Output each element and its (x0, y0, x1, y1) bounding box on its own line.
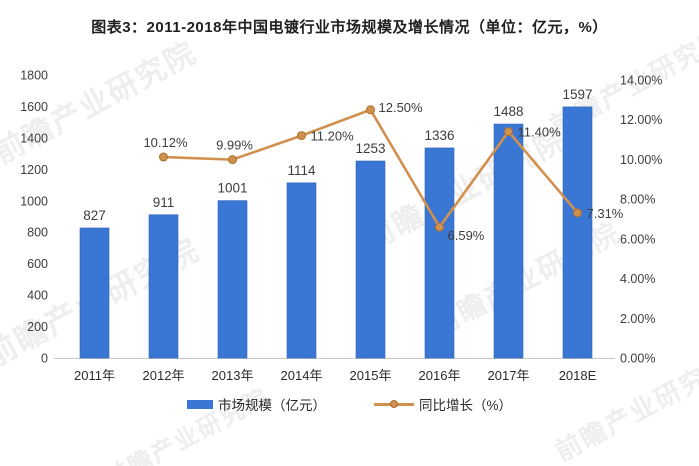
line-marker-2013年 (228, 155, 237, 165)
right-axis-tick-14: 14.00% (620, 74, 662, 88)
left-axis-tick-1000: 1000 (20, 194, 48, 208)
line-marker-icon (389, 400, 398, 408)
left-axis-tick-1400: 1400 (20, 131, 48, 145)
legend-growth-label: 同比增长（%） (418, 398, 512, 413)
line-marker-2014年 (297, 131, 306, 141)
bar-2014年 (286, 182, 317, 359)
right-axis-tick-0: 0.00% (620, 352, 655, 366)
x-axis-label-2012年: 2012年 (143, 368, 185, 383)
line-value-label-2017年: 11.40% (518, 125, 562, 140)
bar-2013年 (217, 200, 248, 359)
bar-2015年 (355, 160, 386, 359)
bar-value-label-2015年: 1253 (355, 141, 385, 156)
bar-swatch-icon (186, 399, 213, 409)
right-axis-tick-2: 2.00% (620, 312, 655, 326)
left-axis-tick-1800: 1800 (20, 69, 48, 83)
left-axis-tick-0: 0 (41, 352, 48, 366)
line-marker-2012年 (159, 152, 168, 162)
bar-value-label-2011年: 827 (83, 208, 106, 223)
bar-value-label-2018E: 1597 (562, 87, 592, 102)
bar-2018E (562, 106, 593, 359)
bar-value-label-2016年: 1336 (424, 128, 454, 143)
right-axis-tick-10: 10.00% (620, 153, 662, 167)
left-axis-tick-400: 400 (27, 289, 48, 303)
chart-legend: 市场规模（亿元） 同比增长（%） (0, 394, 699, 414)
bar-value-label-2017年: 1488 (493, 104, 523, 119)
bar-2016年 (424, 147, 455, 359)
legend-market-size-label: 市场规模（亿元） (217, 398, 326, 413)
line-value-label-2014年: 11.20% (311, 129, 355, 144)
line-swatch-icon (373, 400, 414, 408)
bar-value-label-2014年: 1114 (287, 163, 316, 178)
line-marker-2018E (573, 208, 582, 218)
x-axis-label-2014年: 2014年 (281, 368, 323, 383)
bar-2012年 (148, 214, 179, 359)
line-value-label-2013年: 9.99% (216, 138, 253, 153)
line-marker-2017年 (504, 127, 513, 137)
x-axis-label-2017年: 2017年 (488, 368, 530, 383)
chart-title: 图表3：2011-2018年中国电镀行业市场规模及增长情况（单位：亿元，%） (91, 19, 608, 36)
x-axis-label-2011年: 2011年 (74, 368, 115, 383)
x-axis-label-2015年: 2015年 (350, 368, 392, 383)
x-axis-label-2016年: 2016年 (419, 368, 461, 383)
left-axis-tick-800: 800 (27, 226, 48, 240)
line-value-label-2012年: 10.12% (143, 135, 188, 150)
line-marker-2015年 (366, 105, 375, 115)
line-marker-2016年 (435, 222, 444, 232)
bar-2017年 (493, 123, 524, 359)
bar-value-label-2012年: 911 (153, 195, 175, 210)
x-axis-label-2013年: 2013年 (212, 368, 254, 383)
right-axis-tick-12: 12.00% (620, 113, 662, 127)
legend-item-growth: 同比增长（%） (373, 394, 512, 414)
right-axis-tick-6: 6.00% (620, 232, 655, 246)
left-axis-tick-200: 200 (27, 320, 48, 334)
left-axis-tick-1200: 1200 (20, 163, 48, 177)
left-axis-tick-1600: 1600 (20, 100, 48, 114)
left-axis-tick-600: 600 (27, 257, 48, 271)
right-axis-tick-8: 8.00% (620, 193, 655, 207)
bar-value-label-2013年: 1001 (217, 181, 247, 196)
line-value-label-2016年: 6.59% (448, 228, 485, 243)
legend-item-market-size: 市场规模（亿元） (186, 394, 326, 414)
line-value-label-2015年: 12.50% (379, 100, 424, 115)
x-axis-label-2018E: 2018E (559, 368, 597, 383)
bar-2011年 (79, 227, 110, 359)
right-axis-tick-4: 4.00% (620, 272, 655, 286)
line-value-label-2018E: 7.31% (587, 206, 624, 221)
